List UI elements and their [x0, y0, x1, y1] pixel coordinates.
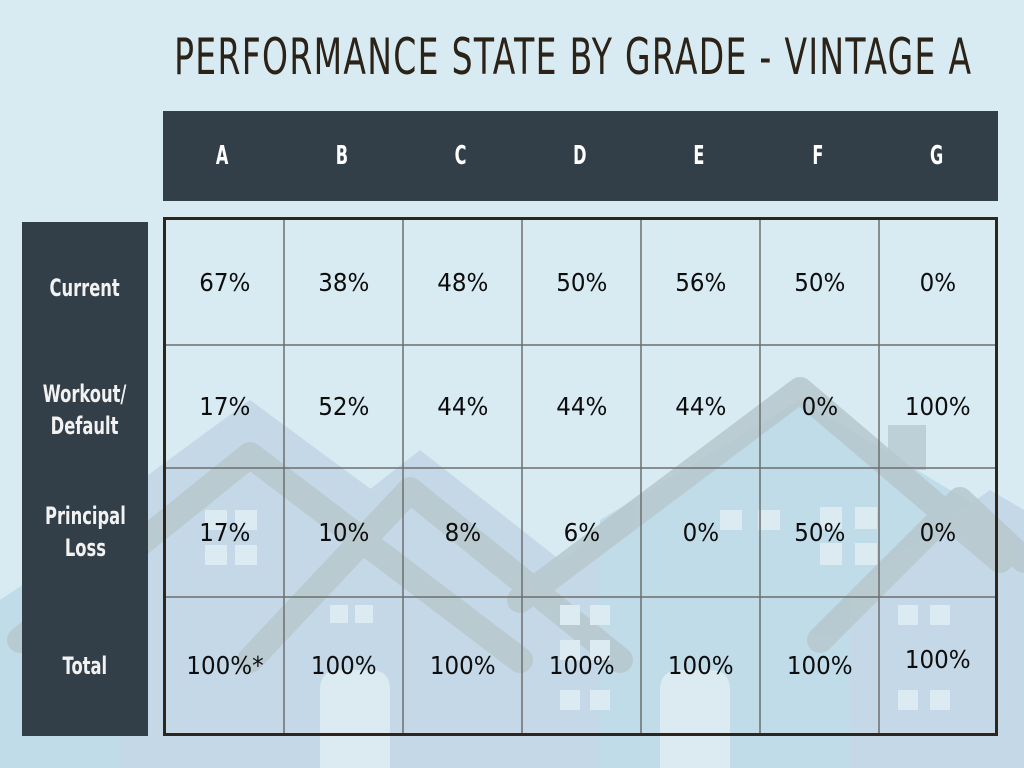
table-cell: 0%	[919, 267, 956, 297]
table-cell: 100%	[310, 651, 377, 680]
column-header-d: D	[572, 141, 587, 171]
table-cell: 10%	[317, 518, 370, 547]
column-divider	[759, 220, 761, 733]
table-cell: 100%	[904, 392, 971, 421]
table-cell: 50%	[793, 267, 846, 297]
grade-column-header-bar: A B C D E F G	[163, 111, 998, 201]
table-cell: 48%	[436, 267, 489, 297]
table-cell: 0%	[682, 518, 719, 547]
table-cell: 100%	[904, 645, 971, 674]
row-header-total: Total	[62, 652, 108, 680]
table-cell: 50%	[555, 267, 608, 297]
table-cell: 100%	[667, 651, 734, 680]
column-divider	[640, 220, 642, 733]
row-header-current: Current	[49, 274, 121, 302]
column-header-c: C	[454, 141, 467, 171]
table-cell: 52%	[317, 392, 370, 421]
table-cell: 100%	[429, 651, 496, 680]
column-header-b: B	[335, 141, 348, 171]
table-cell: 44%	[674, 392, 727, 421]
column-divider	[521, 220, 523, 733]
column-divider	[878, 220, 880, 733]
row-divider	[166, 596, 995, 598]
column-header-f: F	[811, 141, 823, 171]
state-row-header-bar: Current Workout/ Default Principal Loss …	[22, 222, 148, 736]
table-cell: 0%	[801, 392, 838, 421]
table-cell: 100%	[786, 651, 853, 680]
table-cell: 6%	[563, 518, 600, 547]
table-cell: 38%	[317, 267, 370, 297]
table-cell: 17%	[198, 518, 251, 547]
column-header-e: E	[692, 141, 704, 171]
table-cell: 100%	[548, 651, 615, 680]
table-cell: 50%	[793, 518, 846, 547]
column-divider	[402, 220, 404, 733]
row-divider	[166, 344, 995, 346]
table-cell: 44%	[555, 392, 608, 421]
column-header-a: A	[216, 141, 229, 171]
table-cell: 0%	[919, 518, 956, 547]
column-divider	[283, 220, 285, 733]
table-cell: 56%	[674, 267, 727, 297]
table-cell: 100%*	[185, 651, 264, 680]
row-divider	[166, 467, 995, 469]
table-cell: 44%	[436, 392, 489, 421]
table-cell: 8%	[444, 518, 481, 547]
row-header-principal-loss: Principal Loss	[44, 502, 126, 562]
column-header-g: G	[929, 141, 944, 171]
table-cell: 67%	[198, 267, 251, 297]
performance-table-grid: 67% 38% 48% 50% 56% 50% 0% 17% 52% 44% 4…	[163, 217, 998, 736]
row-header-workout-default: Workout/ Default	[43, 380, 127, 440]
table-cell: 17%	[198, 392, 251, 421]
page-title: PERFORMANCE STATE BY GRADE - VINTAGE A	[174, 28, 973, 86]
